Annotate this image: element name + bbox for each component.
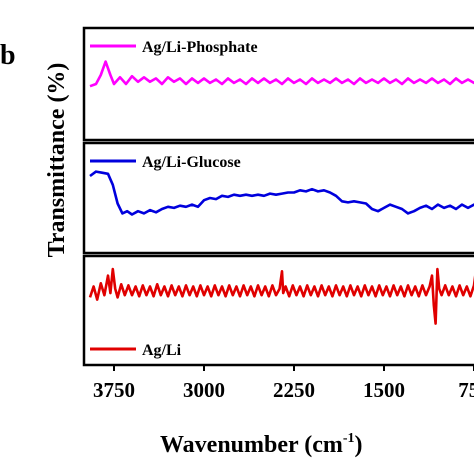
x-axis-title-superscript: -1 [343,431,355,446]
series-line-2 [88,267,474,325]
legend-label-2: Ag/Li [142,342,182,359]
x-tick-label-1: 3000 [183,378,225,402]
legend-label-0: Ag/Li-Phosphate [142,39,258,56]
panel-letter: b [0,40,16,71]
panel-frame-1 [82,141,474,255]
x-tick-label-4: 750 [458,378,474,402]
x-axis: 3750 3000 2250 1500 750 [93,365,474,402]
x-tick-label-3: 1500 [363,378,405,402]
legend-label-1: Ag/Li-Glucose [142,154,241,171]
y-axis-title: Transmittance (%) [44,63,70,258]
legend-layer: Ag/Li-Phosphate Ag/Li-Glucose Ag/Li [90,39,258,359]
x-axis-title-main: Wavenumber (cm [160,432,343,458]
series-layer [88,60,474,325]
x-tick-label-0: 3750 [93,378,135,402]
plot-panels [82,26,474,367]
panel-frame-0 [82,26,474,142]
panel-frame-2 [82,254,474,367]
x-axis-title: Wavenumber (cm-1) [160,431,363,458]
series-line-1 [89,170,474,216]
x-tick-label-2: 2250 [273,378,315,402]
x-axis-title-close: ) [355,432,363,458]
y-axis-title-group: Transmittance (%) [44,63,70,258]
series-line-0 [89,60,474,88]
